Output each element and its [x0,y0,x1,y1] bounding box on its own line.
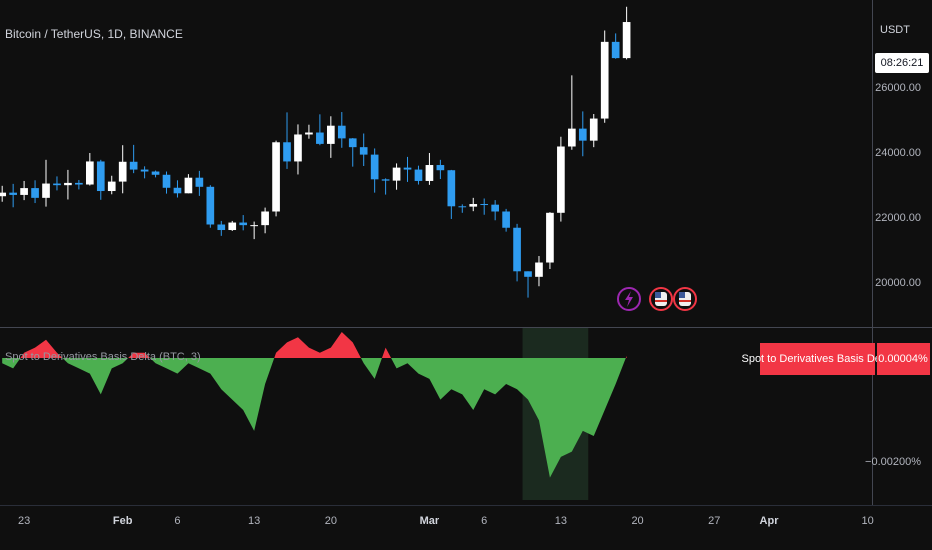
value-label: 0.00004% [878,353,928,365]
candle-body [162,174,171,188]
candle-body [239,222,248,226]
area-positive [2,332,627,359]
value-box [877,343,930,375]
candle-body [578,128,587,141]
x-tick-label: 6 [174,515,180,527]
candle-body [294,134,302,162]
x-tick-label: 13 [248,515,260,527]
candle-body [480,204,489,206]
candle-body [9,192,17,195]
y-tick-label: 26000.00 [875,82,921,94]
candle-body [557,146,565,213]
candle-body [370,154,379,180]
x-tick-label: Apr [760,515,780,527]
candle-body [0,192,7,197]
candle-body [381,179,390,181]
indicator-title: Spot to Derivatives Basis Delta (BTC, 3) [5,351,201,363]
candle-body [589,118,598,141]
chart-title: Bitcoin / TetherUS, 1D, BINANCE [5,27,183,41]
lightning-icon [625,291,633,307]
currency-label: USDT [880,24,910,36]
candle-body [348,138,357,148]
candle-body [414,169,423,181]
candle-body [513,227,521,272]
candle-body [403,167,412,170]
candle-body [272,142,280,212]
countdown-box [875,53,929,73]
flag-icon-part [655,300,667,302]
candle-body [458,206,467,208]
candle-body [568,128,576,147]
candle-body [140,169,149,172]
event-icons[interactable] [617,287,697,311]
candle-body [31,188,39,198]
candle-body [250,225,258,227]
candle-body [337,125,346,139]
candle-body [151,171,160,175]
x-tick-label: Feb [113,515,133,527]
candle-body [64,182,72,186]
candle-body [96,161,105,192]
countdown-label: 08:26:21 [881,57,924,69]
candle-body [217,224,226,231]
candle-body [228,222,237,231]
candle-body [469,204,478,207]
candle-body [184,177,193,194]
candle-body [129,161,138,170]
candle-body [173,187,182,194]
candle-body [305,132,313,135]
candle-body [75,182,83,185]
candle-body [118,161,127,182]
candle-body [261,211,269,226]
candle-body [447,170,456,207]
area-negative [2,358,626,478]
x-tick-label: 6 [481,515,487,527]
candle-body [546,212,554,263]
candle-body [524,271,532,277]
candle-body [327,125,335,144]
candle-body [359,147,368,155]
flag-icon-part [679,300,691,302]
x-tick-label: 23 [18,515,30,527]
flag-icon-part [655,292,661,298]
candle-body [20,188,28,195]
candle-body [436,165,445,171]
candle-body [425,165,434,181]
candle-body [611,41,620,59]
x-tick-label: 20 [325,515,337,527]
candle-body [316,132,324,144]
candle-body [283,142,291,162]
series-name-box [760,343,875,375]
x-tick-label: Mar [420,515,440,527]
x-tick-label: 10 [861,515,873,527]
candle-body [502,211,510,228]
candle-body [491,204,499,212]
candle-body [392,167,401,181]
candle-body [195,177,204,187]
candle-body [600,41,609,119]
candle-body [53,183,61,186]
candle-body [85,161,94,185]
candle-body [42,183,50,198]
series-name-label: Spot to Derivatives Basis Delta [741,353,893,365]
y-tick-label: 24000.00 [875,147,921,159]
y-tick-label: 20000.00 [875,277,921,289]
y-tick-label: −0.00200% [865,456,921,468]
x-tick-label: 20 [631,515,643,527]
candle-body [206,186,215,225]
candle-body [535,262,543,277]
candle-body [622,22,631,59]
flag-icon-part [679,292,685,298]
x-tick-label: 27 [708,515,720,527]
candle-body [107,181,116,192]
y-tick-label: 22000.00 [875,212,921,224]
x-tick-label: 13 [555,515,567,527]
